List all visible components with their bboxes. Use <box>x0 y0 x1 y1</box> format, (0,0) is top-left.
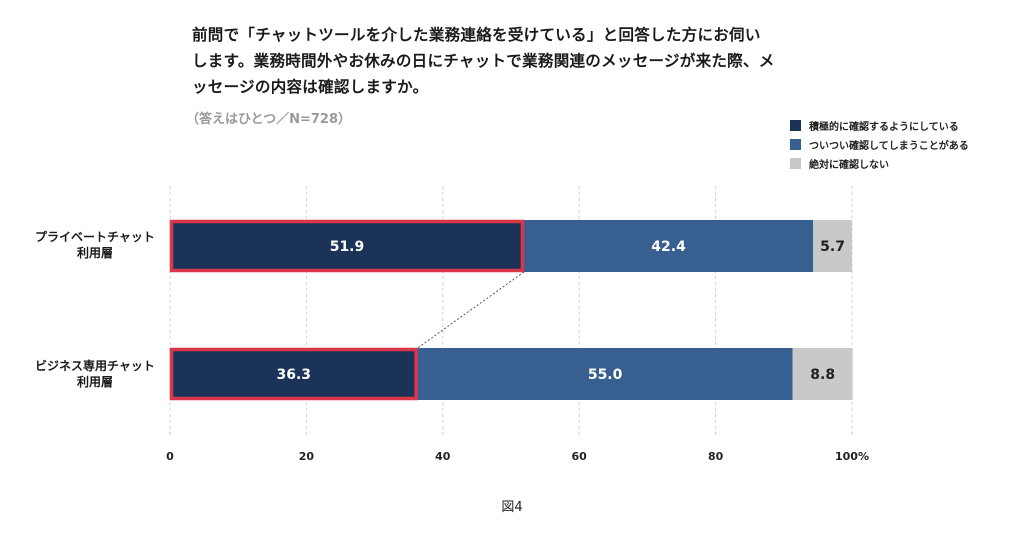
bar-segment <box>170 220 524 272</box>
bar-segment <box>417 348 793 400</box>
legend-label: 絶対に確認しない <box>809 160 889 171</box>
x-tick-label: 100% <box>835 450 869 463</box>
data-label: 8.8 <box>810 367 835 383</box>
highlight-outline <box>169 219 525 273</box>
legend-item: ついつい確認してしまうことがある <box>790 135 969 154</box>
category-label-business: ビジネス専用チャット 利用層 <box>20 358 170 390</box>
bar-segment <box>170 348 418 400</box>
data-label: 42.4 <box>651 239 686 255</box>
legend-item: 積極的に確認するようにしている <box>790 116 969 135</box>
data-label: 36.3 <box>277 367 312 383</box>
comparison-connector <box>417 271 525 349</box>
bar-segment <box>523 220 814 272</box>
legend-swatch <box>790 120 801 131</box>
category-label-line: 利用層 <box>76 375 113 389</box>
highlight-outline <box>169 347 418 401</box>
legend-swatch <box>790 158 801 169</box>
category-label-line: プライベートチャット <box>35 230 155 244</box>
title-line-3: ッセージの内容は確認しますか。 <box>192 78 429 96</box>
legend-item: 絶対に確認しない <box>790 154 969 173</box>
x-tick-label: 0 <box>166 450 174 463</box>
data-label: 51.9 <box>330 239 365 255</box>
title-line-1: 前問で「チャットツールを介した業務連絡を受けている」と回答した方にお伺い <box>192 26 761 44</box>
bar-segment <box>792 348 853 400</box>
title-line-2: します。業務時間外やお休みの日にチャットで業務関連のメッセージが来た際、メ <box>192 52 775 70</box>
legend-swatch <box>790 139 801 150</box>
category-label-line: 利用層 <box>76 246 113 260</box>
x-tick-label: 60 <box>572 450 588 463</box>
data-label: 55.0 <box>588 367 623 383</box>
x-tick-label: 40 <box>435 450 451 463</box>
category-label-line: ビジネス専用チャット <box>35 359 155 373</box>
data-label: 5.7 <box>820 239 845 255</box>
figure-caption: 図4 <box>501 500 523 515</box>
x-tick-label: 20 <box>299 450 315 463</box>
bar-segment <box>813 220 852 272</box>
legend-label: 積極的に確認するようにしている <box>809 122 959 133</box>
legend-label: ついつい確認してしまうことがある <box>809 141 969 152</box>
chart-title: 前問で「チャットツールを介した業務連絡を受けている」と回答した方にお伺い します… <box>192 22 872 100</box>
chart-subtitle: （答えはひとつ／N=728） <box>186 112 351 127</box>
x-tick-label: 80 <box>708 450 724 463</box>
legend: 積極的に確認するようにしている ついつい確認してしまうことがある 絶対に確認しな… <box>790 116 969 173</box>
category-label-private: プライベートチャット 利用層 <box>20 229 170 261</box>
